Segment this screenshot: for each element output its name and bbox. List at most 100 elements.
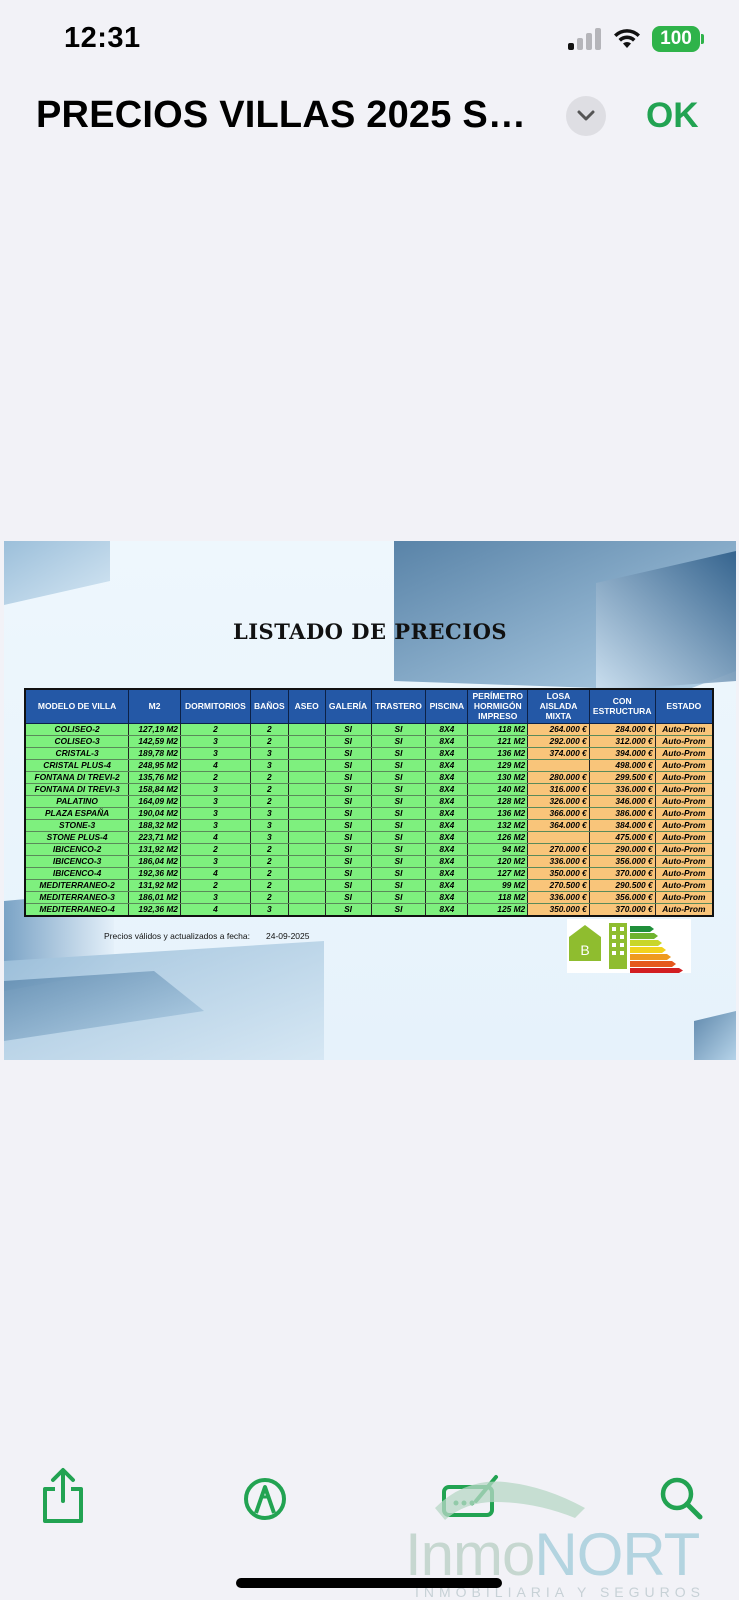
table-cell: 3 xyxy=(179,891,251,904)
table-cell: 192,36 M2 xyxy=(128,903,181,916)
table-row: COLISEO-3 142,59 M2 3 2 SI SI 8X4 121 M2 292.000… xyxy=(24,735,714,748)
table-cell xyxy=(287,771,326,784)
col-header-losa: LOSA AISLADA MIXTA xyxy=(527,688,590,724)
table-cell xyxy=(287,819,326,832)
table-cell: SI xyxy=(324,843,372,856)
price-table: MODELO DE VILLA M2 DORMITORIOS BAÑOS ASE… xyxy=(24,688,714,917)
table-cell: 135,76 M2 xyxy=(128,771,181,784)
table-cell: Auto-Prom xyxy=(654,903,714,916)
table-cell: 370.000 € xyxy=(588,903,656,916)
table-cell: 4 xyxy=(179,867,251,880)
table-cell: 8X4 xyxy=(425,819,469,832)
table-cell: MEDITERRANEO-3 xyxy=(24,891,130,904)
table-cell: 4 xyxy=(179,903,251,916)
table-cell: Auto-Prom xyxy=(654,795,714,808)
table-cell: STONE PLUS-4 xyxy=(24,831,130,844)
table-cell: PALATINO xyxy=(24,795,130,808)
table-cell: 284.000 € xyxy=(588,723,656,736)
table-cell: 132 M2 xyxy=(467,819,529,832)
table-cell: Auto-Prom xyxy=(654,855,714,868)
table-row: PLAZA ESPAÑA 190,04 M2 3 3 SI SI 8X4 136 M2 366.… xyxy=(24,807,714,820)
table-row: STONE PLUS-4 223,71 M2 4 3 SI SI 8X4 126 M2 475.… xyxy=(24,831,714,844)
col-header-estado: ESTADO xyxy=(654,688,714,724)
table-row: MEDITERRANEO-2 131,92 M2 2 2 SI SI 8X4 99 M2 270… xyxy=(24,879,714,892)
share-icon[interactable] xyxy=(38,1467,88,1525)
table-cell: 370.000 € xyxy=(588,867,656,880)
table-cell: 3 xyxy=(249,807,289,820)
table-row: IBICENCO-2 131,92 M2 2 2 SI SI 8X4 94 M2 270.000… xyxy=(24,843,714,856)
table-cell xyxy=(287,891,326,904)
table-cell: 3 xyxy=(249,759,289,772)
table-cell: Auto-Prom xyxy=(654,735,714,748)
table-cell: 8X4 xyxy=(425,735,469,748)
table-cell: 164,09 M2 xyxy=(128,795,181,808)
table-cell xyxy=(287,843,326,856)
table-cell: 374.000 € xyxy=(527,747,590,760)
table-cell: SI xyxy=(370,843,427,856)
table-cell: 99 M2 xyxy=(467,879,529,892)
table-cell: SI xyxy=(324,855,372,868)
document-page: LISTADO DE PRECIOS MODELO DE VILLA M2 DO… xyxy=(4,541,736,1060)
table-cell: 8X4 xyxy=(425,807,469,820)
table-cell: SI xyxy=(370,735,427,748)
table-cell: 326.000 € xyxy=(527,795,590,808)
table-cell: SI xyxy=(370,855,427,868)
search-icon[interactable] xyxy=(656,1467,706,1525)
table-cell xyxy=(287,855,326,868)
title-menu-button[interactable] xyxy=(566,96,606,136)
table-cell: Auto-Prom xyxy=(654,771,714,784)
table-row: MEDITERRANEO-4 192,36 M2 4 3 SI SI 8X4 125 M2 35… xyxy=(24,903,714,916)
table-cell: COLISEO-3 xyxy=(24,735,130,748)
table-cell: 2 xyxy=(249,879,289,892)
table-cell: 2 xyxy=(249,783,289,796)
table-cell: 126 M2 xyxy=(467,831,529,844)
ok-button[interactable]: OK xyxy=(646,96,699,135)
table-cell: 2 xyxy=(249,891,289,904)
table-cell: 8X4 xyxy=(425,831,469,844)
table-cell: IBICENCO-4 xyxy=(24,867,130,880)
table-cell: 2 xyxy=(179,879,251,892)
table-cell: PLAZA ESPAÑA xyxy=(24,807,130,820)
table-cell: 270.500 € xyxy=(527,879,590,892)
markup-icon[interactable] xyxy=(240,1467,290,1525)
table-cell: 3 xyxy=(249,819,289,832)
table-cell xyxy=(527,831,590,844)
col-header-m2: M2 xyxy=(128,688,181,724)
table-cell: 2 xyxy=(249,867,289,880)
table-row: IBICENCO-4 192,36 M2 4 2 SI SI 8X4 127 M2 350.00… xyxy=(24,867,714,880)
table-cell: 386.000 € xyxy=(588,807,656,820)
table-cell: 2 xyxy=(179,843,251,856)
table-cell: 350.000 € xyxy=(527,903,590,916)
table-cell: 2 xyxy=(249,723,289,736)
table-header-row: MODELO DE VILLA M2 DORMITORIOS BAÑOS ASE… xyxy=(24,688,714,724)
table-cell: 142,59 M2 xyxy=(128,735,181,748)
table-cell: 8X4 xyxy=(425,891,469,904)
table-cell: 2 xyxy=(179,771,251,784)
table-cell: SI xyxy=(324,747,372,760)
table-cell: 394.000 € xyxy=(588,747,656,760)
chevron-down-icon xyxy=(577,110,595,121)
home-indicator[interactable] xyxy=(236,1578,502,1588)
table-cell: 3 xyxy=(179,807,251,820)
table-cell: SI xyxy=(324,891,372,904)
col-header-piscina: PISCINA xyxy=(425,688,469,724)
table-cell: 131,92 M2 xyxy=(128,879,181,892)
table-cell xyxy=(287,735,326,748)
table-cell: 136 M2 xyxy=(467,747,529,760)
table-cell: 336.000 € xyxy=(588,783,656,796)
table-cell: Auto-Prom xyxy=(654,879,714,892)
table-cell: 8X4 xyxy=(425,867,469,880)
table-cell: FONTANA DI TREVI-3 xyxy=(24,783,130,796)
table-cell: SI xyxy=(370,879,427,892)
table-cell: 299.500 € xyxy=(588,771,656,784)
table-cell: 270.000 € xyxy=(527,843,590,856)
col-header-perimetro: PERÍMETRO HORMIGÓN IMPRESO xyxy=(467,688,529,724)
table-cell: 118 M2 xyxy=(467,723,529,736)
table-row: PALATINO 164,09 M2 3 2 SI SI 8X4 128 M2 326.000 … xyxy=(24,795,714,808)
table-cell: 316.000 € xyxy=(527,783,590,796)
hand-key-icon xyxy=(435,1481,585,1520)
table-cell: 118 M2 xyxy=(467,891,529,904)
document-title[interactable]: PRECIOS VILLAS 2025 SE... xyxy=(36,94,536,136)
table-cell: 8X4 xyxy=(425,759,469,772)
table-cell: SI xyxy=(324,867,372,880)
